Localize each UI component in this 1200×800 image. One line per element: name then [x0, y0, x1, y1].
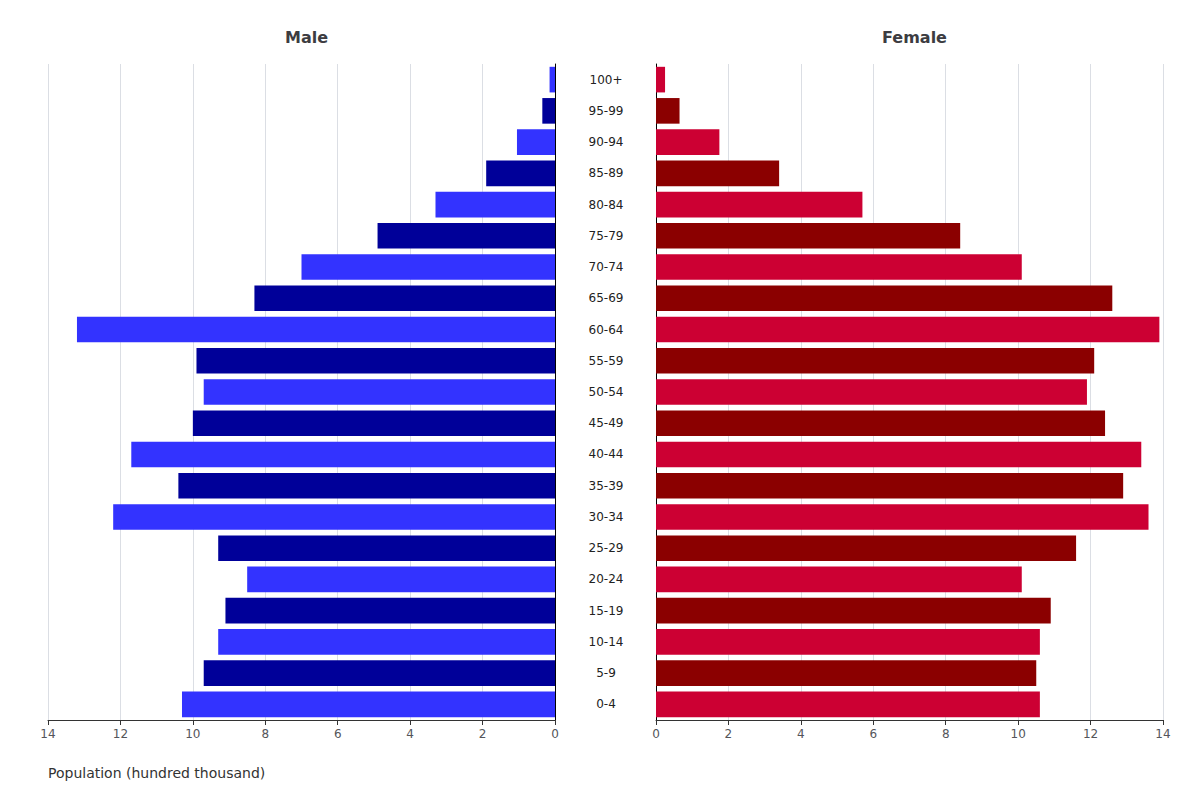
svg-text:2: 2: [479, 727, 487, 741]
svg-text:Female: Female: [882, 28, 947, 47]
svg-text:35-39: 35-39: [589, 479, 624, 493]
svg-text:70-74: 70-74: [589, 260, 624, 274]
svg-text:40-44: 40-44: [589, 447, 624, 461]
svg-text:85-89: 85-89: [589, 166, 624, 180]
svg-text:10: 10: [185, 727, 200, 741]
svg-text:4: 4: [406, 727, 414, 741]
svg-text:14: 14: [1155, 727, 1170, 741]
svg-text:65-69: 65-69: [589, 291, 624, 305]
svg-text:15-19: 15-19: [589, 604, 624, 618]
svg-text:75-79: 75-79: [589, 229, 624, 243]
svg-text:95-99: 95-99: [589, 104, 624, 118]
svg-text:4: 4: [797, 727, 805, 741]
svg-text:100+: 100+: [590, 73, 623, 87]
svg-text:25-29: 25-29: [589, 541, 624, 555]
svg-text:0: 0: [551, 727, 559, 741]
svg-text:Population (hundred thousand): Population (hundred thousand): [48, 765, 265, 781]
svg-text:14: 14: [40, 727, 55, 741]
svg-text:80-84: 80-84: [589, 198, 624, 212]
svg-text:2: 2: [725, 727, 733, 741]
svg-text:Male: Male: [285, 28, 328, 47]
svg-text:6: 6: [869, 727, 877, 741]
svg-text:5-9: 5-9: [596, 666, 616, 680]
svg-text:8: 8: [942, 727, 950, 741]
svg-text:60-64: 60-64: [589, 323, 624, 337]
svg-text:55-59: 55-59: [589, 354, 624, 368]
svg-text:45-49: 45-49: [589, 416, 624, 430]
svg-text:50-54: 50-54: [589, 385, 624, 399]
svg-text:12: 12: [113, 727, 128, 741]
svg-text:0: 0: [652, 727, 660, 741]
svg-text:20-24: 20-24: [589, 572, 624, 586]
svg-text:6: 6: [334, 727, 342, 741]
svg-text:90-94: 90-94: [589, 135, 624, 149]
svg-text:10-14: 10-14: [589, 635, 624, 649]
svg-text:12: 12: [1083, 727, 1098, 741]
svg-text:10: 10: [1011, 727, 1026, 741]
svg-text:0-4: 0-4: [596, 697, 616, 711]
svg-text:30-34: 30-34: [589, 510, 624, 524]
svg-text:8: 8: [261, 727, 269, 741]
